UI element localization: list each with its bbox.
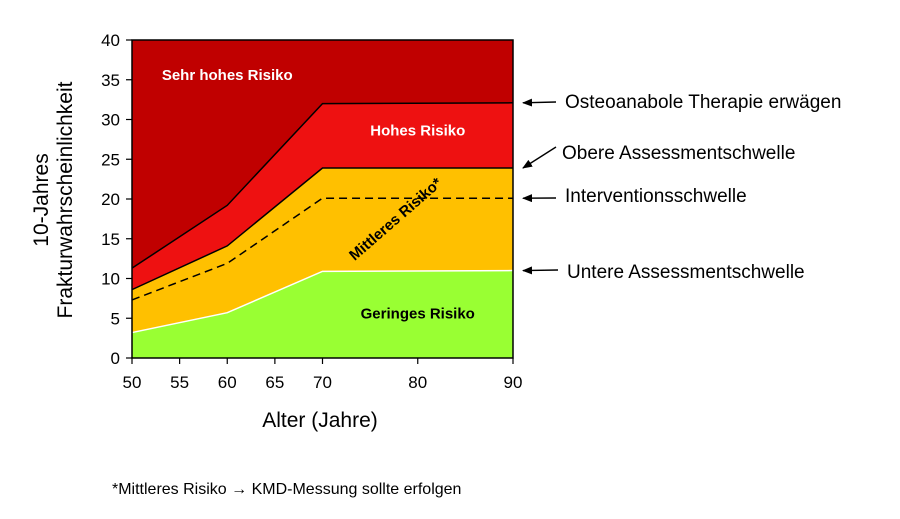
area-mittleres-risiko <box>132 167 513 333</box>
footnote: *Mittleres Risiko → KMD-Messung sollte e… <box>112 481 462 498</box>
y-tick-label: 25 <box>101 150 120 169</box>
annotations: Osteoanabole Therapie erwägen Obere Asses… <box>522 92 841 283</box>
lower-assessment-line <box>131 269 514 334</box>
annotation-arrow <box>522 98 557 107</box>
y-tick-label: 15 <box>101 230 120 249</box>
y-tick-label: 10 <box>101 270 120 289</box>
upper-assessment-line <box>131 167 513 291</box>
annotation-arrow <box>522 146 557 169</box>
axes: 0 5 10 15 20 25 30 35 40 50 55 60 65 70 80 90 <box>101 31 522 392</box>
boundary-lines <box>131 102 514 334</box>
y-tick-label: 0 <box>111 349 120 368</box>
y-axis-title-line2: Frakturwahrscheinlichkeit <box>54 81 77 318</box>
x-axis-title: Alter (Jahre) <box>262 409 378 432</box>
x-tick-label: 50 <box>123 373 142 392</box>
x-tick-label: 65 <box>265 373 284 392</box>
zone-label-sehr-hohes-risiko: Sehr hohes Risiko <box>162 67 293 84</box>
y-tick-label: 40 <box>101 31 120 50</box>
zone-label-hohes-risiko: Hohes Risiko <box>370 122 465 139</box>
annotation-label: Interventionsschwelle <box>565 186 747 207</box>
area-geringes-risiko <box>132 270 513 358</box>
y-tick-label: 30 <box>101 111 120 130</box>
area-sehr-hohes-risiko <box>132 40 513 269</box>
zone-label-geringes-risiko: Geringes Risiko <box>361 305 475 322</box>
x-tick-label: 70 <box>313 373 332 392</box>
annotation-label: Osteoanabole Therapie erwägen <box>565 92 841 113</box>
risk-areas <box>132 40 513 358</box>
intervention-threshold-line <box>131 197 513 301</box>
y-tick-label: 35 <box>101 71 120 90</box>
osteoanabolic-line <box>131 102 514 269</box>
x-tick-label: 55 <box>170 373 189 392</box>
annotation-arrow <box>522 266 559 275</box>
y-axis-title: 10-Jahres Frakturwahrscheinlichkeit <box>30 81 77 318</box>
x-tick-label: 90 <box>504 373 523 392</box>
y-axis-title-line1: 10-Jahres <box>30 153 53 246</box>
y-tick-label: 5 <box>111 309 120 328</box>
x-tick-label: 80 <box>408 373 427 392</box>
annotation-label: Untere Assessmentschwelle <box>567 262 805 283</box>
area-hohes-risiko <box>132 102 513 290</box>
annotation-label: Obere Assessmentschwelle <box>562 143 795 164</box>
y-tick-label: 20 <box>101 190 120 209</box>
x-tick-label: 60 <box>218 373 237 392</box>
